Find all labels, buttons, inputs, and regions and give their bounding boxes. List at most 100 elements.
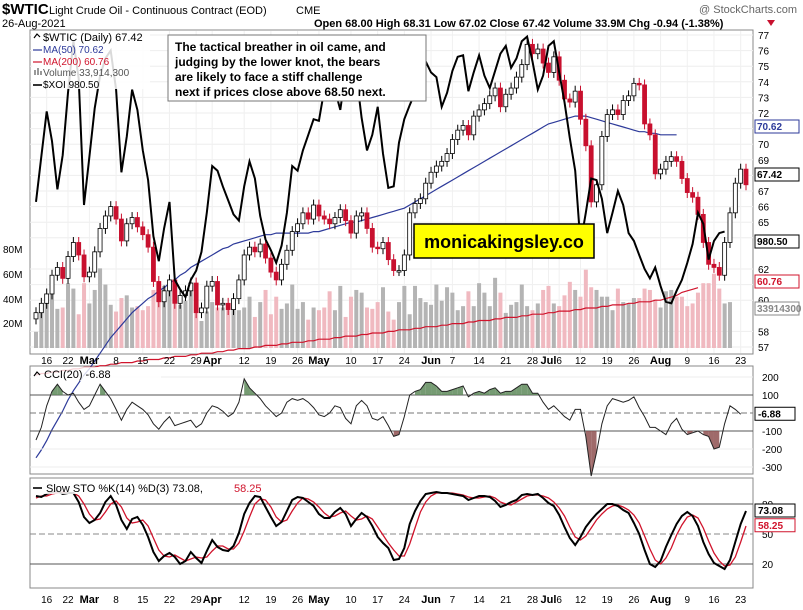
volume-bar (220, 307, 225, 348)
candle-body (668, 156, 674, 162)
volume-bar (354, 289, 359, 348)
volume-bar (642, 288, 647, 348)
ma200-badge-box (754, 274, 800, 289)
price-tick-label: 57 (758, 343, 770, 354)
volume-tick-label: 60M (3, 270, 22, 281)
candle-body (428, 171, 434, 184)
candle-body (631, 82, 637, 97)
volume-bar (274, 296, 279, 348)
volume-bar (397, 302, 402, 348)
analysis-note: The tactical breather in oil came, and j… (167, 34, 427, 102)
candle-body (647, 123, 653, 136)
x-tick-label: 19 (265, 356, 277, 367)
candle-body (167, 279, 172, 292)
ma50-badge: 70.62 (757, 122, 782, 133)
candle-body (359, 212, 365, 217)
volume-bar (146, 306, 151, 348)
volume-bar (66, 283, 71, 348)
candle-body (204, 285, 210, 309)
volume-bar (717, 288, 722, 348)
volume-bar (589, 287, 594, 348)
candle-body (620, 100, 626, 115)
volume-bar (268, 314, 273, 348)
cci-negative-fill (713, 431, 720, 449)
x-tick-label: 7 (450, 356, 456, 367)
candle-body (476, 109, 482, 117)
volume-bar (679, 296, 684, 348)
candle-body (140, 226, 146, 236)
volume-bar (509, 304, 514, 348)
x-tick-label: 15 (137, 595, 149, 606)
volume-bar (172, 288, 177, 348)
volume-bar (71, 288, 76, 348)
candle-body (652, 134, 658, 175)
x-tick-label: Jun (421, 594, 441, 606)
candle-body (135, 217, 140, 228)
cci-label-text: CCI(20) -6.88 (44, 369, 111, 381)
candle-body (321, 215, 327, 220)
volume-bar (487, 306, 492, 348)
volume-bar (226, 308, 231, 348)
volume-bar (626, 303, 631, 348)
price-tick-label: 73 (758, 93, 770, 104)
volume-bar (343, 316, 348, 348)
volume-bar (621, 302, 626, 348)
ma200-badge: 60.76 (757, 277, 782, 288)
volume-bar (615, 288, 620, 348)
volume-bar (300, 302, 305, 348)
candle-body (343, 209, 349, 222)
price-tick-label: 77 (758, 31, 770, 42)
candle-body (727, 212, 733, 243)
note-line-1: The tactical breather in oil came, and (175, 40, 386, 54)
candle-body (295, 223, 300, 232)
volume-bar (455, 310, 460, 348)
candle-body (353, 215, 359, 234)
candle-body (225, 302, 231, 310)
candle-body (151, 246, 156, 282)
candle-body (663, 160, 669, 170)
candle-body (364, 212, 370, 229)
x-tick-label: Jul (541, 594, 557, 606)
price-tick-label: 74 (758, 78, 770, 89)
volume-bar (156, 302, 161, 348)
cci-badge-box (754, 406, 796, 421)
x-tick-label: 22 (62, 356, 74, 367)
candle-body (588, 145, 594, 203)
candle-body (391, 259, 397, 271)
x-tick-label: Mar (80, 355, 100, 367)
candle-body (124, 223, 130, 242)
cci-tick-label: 100 (762, 391, 779, 402)
volume-bar (263, 289, 268, 348)
volume-bar (498, 292, 503, 348)
sto-k-badge-box (754, 503, 796, 518)
cci-tick-label: -200 (762, 445, 782, 456)
x-tick-label: 19 (602, 356, 614, 367)
candle-body (583, 118, 589, 147)
cci-line (35, 377, 742, 477)
sto-tick-label: 50 (762, 530, 774, 541)
volume-bar (685, 306, 690, 348)
volume-bar (151, 289, 156, 348)
volume-bar (413, 285, 418, 348)
volume-bar (124, 295, 129, 348)
x-tick-label: 23 (735, 356, 747, 367)
x-tick-label: Jul (541, 355, 557, 367)
price-tick-label: 69 (758, 156, 770, 167)
x-tick-label: 21 (500, 356, 512, 367)
x-tick-label: 29 (191, 356, 203, 367)
volume-bar (34, 331, 38, 348)
candle-body (604, 114, 610, 137)
legend-ma50: MA(50) 70.62 (43, 45, 104, 56)
volume-bar (647, 289, 652, 348)
x-tick-label: 29 (191, 595, 203, 606)
x-tick-label: 22 (164, 595, 176, 606)
cci-positive-fill (505, 391, 512, 395)
volume-bar (215, 307, 220, 348)
volume-bar (194, 306, 199, 348)
x-tick-label: 15 (137, 356, 149, 367)
x-tick-label: 24 (399, 356, 411, 367)
candle-body (145, 234, 151, 248)
volume-bar (252, 316, 257, 348)
cci-negative-fill (591, 431, 597, 476)
volume-bar (183, 300, 188, 348)
